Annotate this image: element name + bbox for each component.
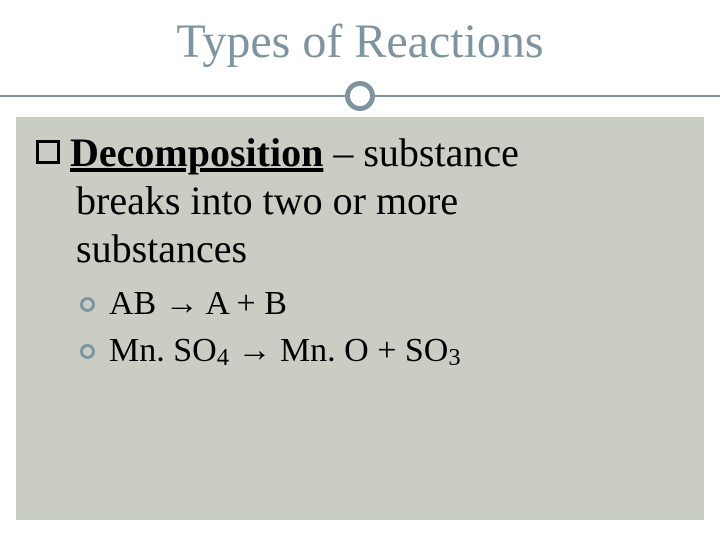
divider-circle-icon: [345, 81, 375, 111]
square-bullet-icon: [36, 140, 60, 164]
sub-item: Mn. SO4 → Mn. O + SO3: [80, 328, 684, 375]
content-box: Decomposition – substance breaks into tw…: [16, 117, 704, 520]
content-wrap: Decomposition – substance breaks into tw…: [0, 117, 720, 540]
sub-item: AB → A + B: [80, 281, 684, 328]
definition-part3: substances: [76, 225, 684, 273]
equation-2: Mn. SO4 → Mn. O + SO3: [109, 332, 461, 369]
term: Decomposition: [70, 130, 323, 175]
circle-bullet-icon: [80, 297, 95, 312]
slide: Types of Reactions Decomposition – subst…: [0, 0, 720, 540]
sub-list: AB → A + B Mn. SO4 → Mn. O + SO3: [80, 281, 684, 375]
slide-title: Types of Reactions: [0, 14, 720, 69]
definition-part2: breaks into two or more: [76, 177, 684, 225]
divider: [0, 73, 720, 117]
circle-bullet-icon: [80, 344, 95, 359]
equation-1: AB → A + B: [109, 285, 287, 322]
title-area: Types of Reactions: [0, 0, 720, 73]
main-bullet-item: Decomposition – substance breaks into tw…: [36, 129, 684, 273]
definition-part1: – substance: [323, 130, 519, 175]
